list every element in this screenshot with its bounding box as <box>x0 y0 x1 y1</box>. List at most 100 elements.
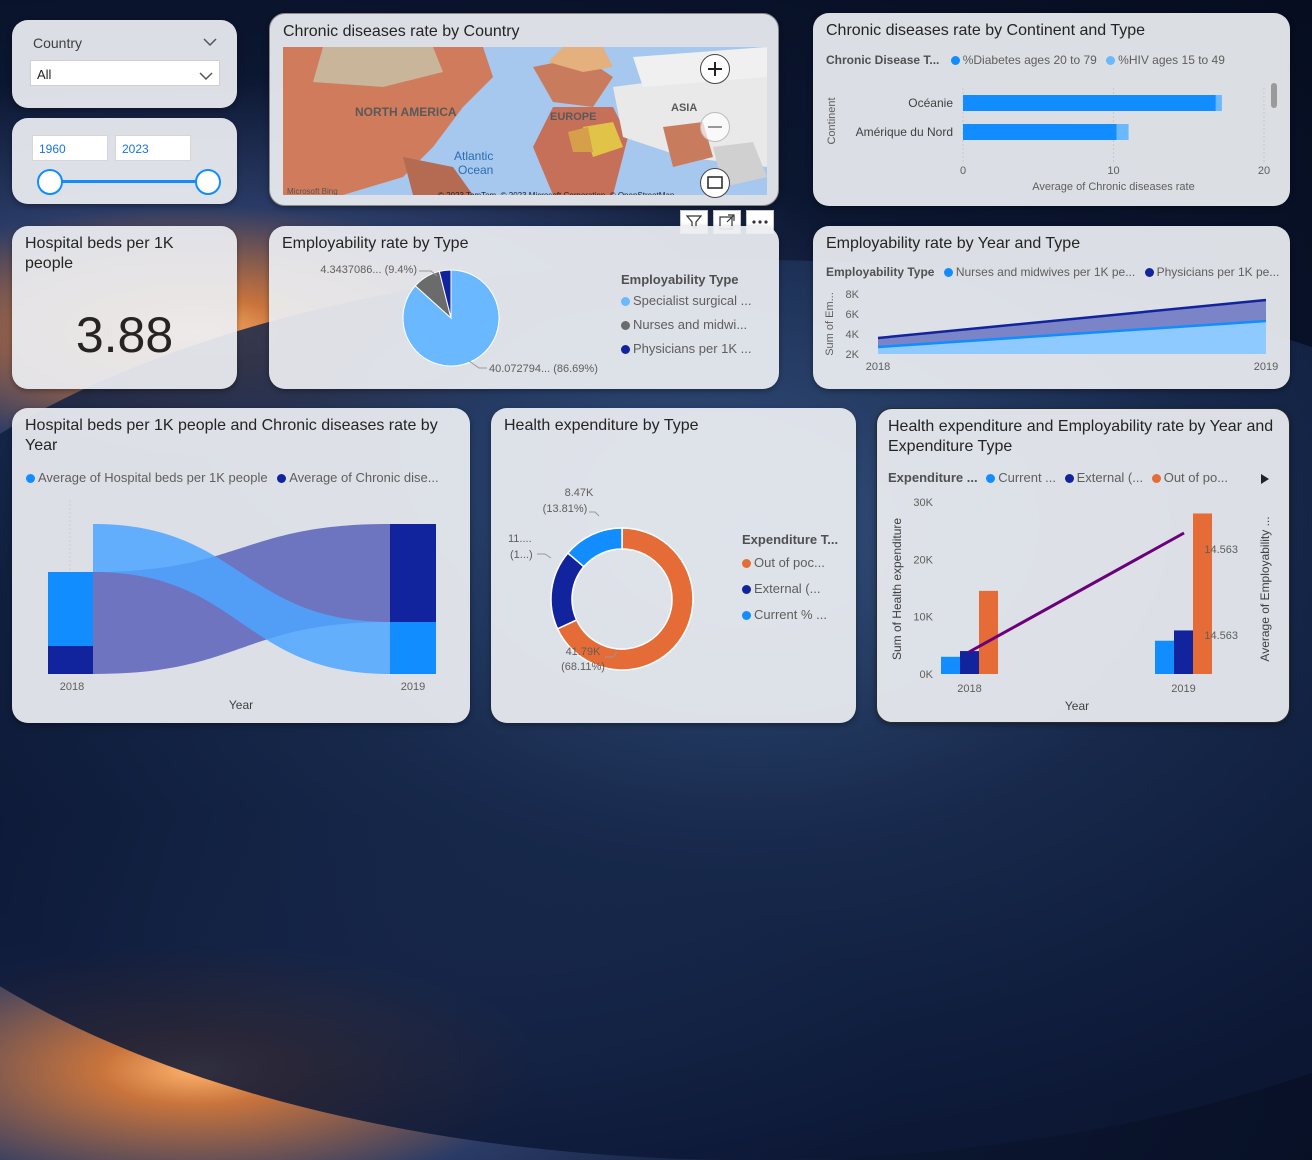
bar-diabetes <box>963 95 1216 111</box>
legend-item: Specialist surgical ... <box>621 293 752 308</box>
year-slider-handle-end[interactable] <box>195 169 221 195</box>
legend-dot <box>742 611 751 620</box>
leader-line <box>537 553 552 559</box>
continent-legend: Chronic Disease T... %Diabetes ages 20 t… <box>826 53 1225 67</box>
y-tick-label: 6K <box>846 309 860 321</box>
legend-label: External (... <box>754 581 821 596</box>
employ-area-card: Employability rate by Year and Type Empl… <box>813 226 1290 389</box>
donut-card: Health expenditure by Type 8.47K (13.81%)… <box>491 408 856 723</box>
x-tick-label: 10 <box>1107 165 1119 177</box>
map-label-asia: ASIA <box>671 102 698 114</box>
chevron-up-icon[interactable] <box>203 34 217 52</box>
y-tick-label: 0K <box>920 669 934 681</box>
x-axis-title: Year <box>229 698 253 712</box>
y-tick-label: 10K <box>913 612 933 624</box>
map-label-atlantic: Atlantic <box>454 149 494 163</box>
y-tick-label: 30K <box>913 497 933 509</box>
legend-dot <box>621 321 630 330</box>
legend-label: Out of poc... <box>754 555 825 570</box>
donut-slice <box>556 527 694 671</box>
legend-dot <box>621 297 630 306</box>
map-title: Chronic diseases rate by Country <box>283 23 520 40</box>
legend-dot <box>26 474 35 483</box>
legend-dot <box>277 474 287 483</box>
combo-card: Health expenditure and Employability rat… <box>876 408 1290 723</box>
map-area[interactable]: NORTH AMERICA EUROPE ASIA Atlantic Ocean… <box>283 47 767 195</box>
legend-item: Physicians per 1K ... <box>621 341 752 356</box>
continent-chart-title: Chronic diseases rate by Continent and T… <box>826 22 1146 39</box>
employ-pie-legend: Employability Type Specialist surgical .… <box>621 272 752 356</box>
x-tick-label: 2019 <box>1254 361 1278 373</box>
bar-external <box>1174 630 1193 674</box>
y2-tick-label: 14.563 <box>1204 630 1238 642</box>
zoom-in-button[interactable] <box>700 54 730 84</box>
bar-hiv <box>1116 124 1129 140</box>
employ-legend-title: Employability Type <box>621 272 739 287</box>
y-axis-title: Continent <box>826 97 838 144</box>
legend-label: Average of Chronic dise... <box>289 470 439 485</box>
ellipsis-icon <box>752 220 768 224</box>
x-tick-label: 2018 <box>957 683 981 695</box>
x-tick-label: 0 <box>960 165 966 177</box>
legend-dot <box>1064 474 1074 483</box>
x-tick-label: 2018 <box>866 361 890 373</box>
leader-line <box>589 511 600 517</box>
bar-external <box>960 651 979 674</box>
ribbon-chart: 2018 2019 Year <box>48 500 436 712</box>
year-slider-track[interactable] <box>50 180 208 183</box>
legend-label: Specialist surgical ... <box>633 293 752 308</box>
y2-axis-title: Average of Employability ... <box>1258 516 1272 661</box>
country-dropdown-value: All <box>37 67 52 82</box>
legend-item: Current % ... <box>742 607 838 622</box>
legend-label: Current ... <box>998 470 1056 485</box>
x-tick-label: 2019 <box>401 681 425 693</box>
legend-dot <box>1144 268 1154 277</box>
ribbon-title: Hospital beds per 1K people and Chronic … <box>25 417 438 454</box>
year-slicer: 1960 2023 <box>12 118 237 204</box>
legend-item: Out of poc... <box>742 555 838 570</box>
kpi-title: Hospital beds per 1K people <box>25 235 174 272</box>
ribbon-card: Hospital beds per 1K people and Chronic … <box>12 408 470 723</box>
x-axis-title: Average of Chronic diseases rate <box>1032 181 1194 193</box>
legend-title: Chronic Disease T... <box>826 53 940 67</box>
data-label: 40.072794... (86.69%) <box>489 363 598 375</box>
legend-next-arrow-icon[interactable] <box>1260 472 1270 490</box>
year-start-input[interactable]: 1960 <box>32 135 108 161</box>
country-dropdown[interactable]: All <box>30 60 220 86</box>
kpi-card: Hospital beds per 1K people 3.88 <box>12 226 237 389</box>
employ-area-legend: Employability Type Nurses and midwives p… <box>826 265 1279 279</box>
scrollbar[interactable] <box>1271 83 1277 108</box>
legend-label: Nurses and midwives per 1K pe... <box>955 265 1136 279</box>
area-physicians <box>878 300 1266 347</box>
data-label: (68.11%) <box>561 661 605 673</box>
legend-label: Out of po... <box>1163 470 1229 485</box>
bar-chronic-2018 <box>48 646 93 674</box>
combo-legend: Expenditure ... Current ... External (..… <box>888 470 1228 485</box>
map-copyright: © 2023 TomTom, © 2023 Microsoft Corporat… <box>438 191 674 195</box>
map-label-north-america: NORTH AMERICA <box>355 105 457 119</box>
legend-title: Employability Type <box>826 265 935 279</box>
y-tick-label: 8K <box>846 289 860 301</box>
legend-dot-diabetes <box>950 56 960 65</box>
select-rectangle-icon <box>707 176 723 189</box>
bar-hospital-beds-2019 <box>390 622 436 674</box>
zoom-out-button[interactable] <box>700 112 730 142</box>
y-tick-label: 2K <box>846 349 860 361</box>
map-shapes <box>283 47 767 195</box>
year-slider-handle-start[interactable] <box>37 169 63 195</box>
donut-title: Health expenditure by Type <box>504 417 699 434</box>
category-label: Amérique du Nord <box>856 125 953 139</box>
year-end-input[interactable]: 2023 <box>115 135 191 161</box>
y-tick-label: 4K <box>846 329 860 341</box>
map-select-button[interactable] <box>700 168 730 198</box>
continent-bar-chart: Océanie Amérique du Nord 0 10 20 Average of C… <box>826 88 1270 193</box>
donut-legend: Expenditure T... Out of poc... External … <box>742 532 838 622</box>
legend-dot <box>621 345 630 354</box>
leader-line <box>605 651 618 658</box>
donut-chart: 8.47K (13.81%) 11.... (1...) 41.79K (68.11%) <box>508 487 694 673</box>
map-label-europe: EUROPE <box>550 111 597 123</box>
x-tick-label: 20 <box>1258 165 1270 177</box>
bar-diabetes <box>963 124 1117 140</box>
continent-chart-card: Chronic diseases rate by Continent and T… <box>813 13 1290 206</box>
bing-logo: Microsoft Bing <box>287 187 338 195</box>
